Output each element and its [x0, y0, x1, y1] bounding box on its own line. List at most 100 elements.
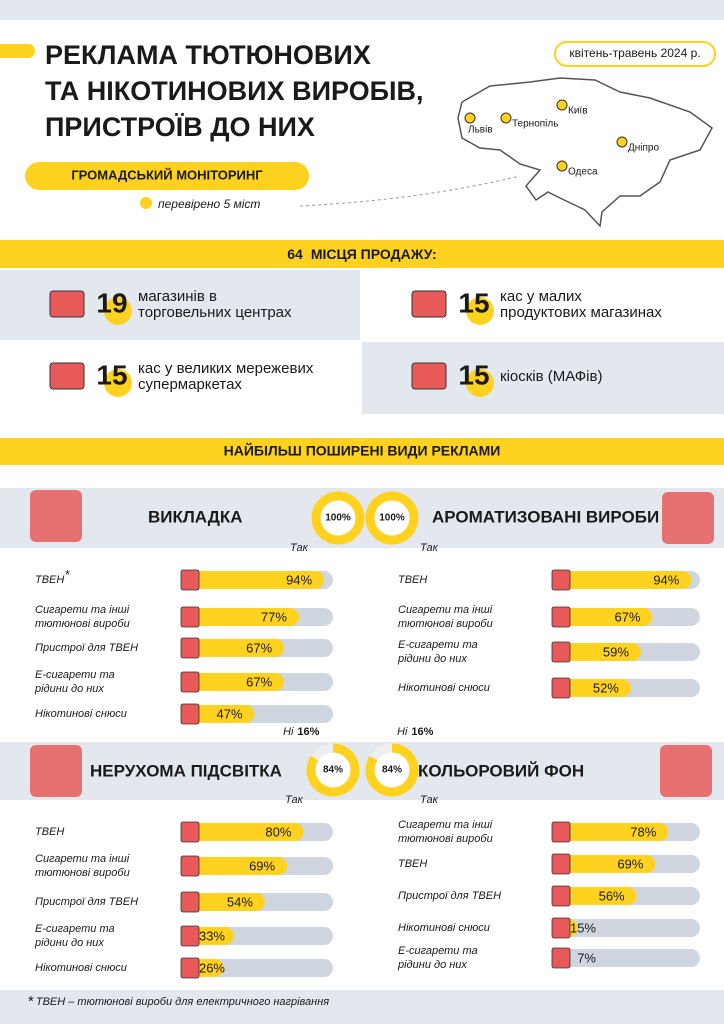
bar-track: [556, 919, 700, 937]
item-label: тютюнові вироби: [35, 618, 130, 630]
count-bg: [466, 297, 494, 325]
bar: [556, 823, 669, 841]
sales-title: 64 МІСЦЯ ПРОДАЖУ:: [287, 246, 436, 262]
item-label: Пристрої для ТВЕН: [35, 642, 138, 654]
item-icon: [180, 671, 200, 693]
item-label: Сигарети та інші: [398, 819, 493, 831]
bar-value: 80%: [265, 824, 291, 839]
bar-value: 67%: [246, 640, 272, 655]
item-label: Нікотинові снюси: [35, 708, 127, 720]
item-label: рідини до них: [397, 653, 467, 665]
item-icon: [551, 569, 571, 591]
city-pin: [556, 99, 568, 111]
shop-icon: [49, 290, 85, 318]
date: квітень-травень 2024 р.: [569, 46, 700, 60]
bar-value: 52%: [593, 680, 619, 695]
bar-value: 59%: [603, 644, 629, 659]
sales-band: [0, 240, 724, 268]
bar: [556, 855, 656, 873]
panel-title: АРОМАТИЗОВАНІ ВИРОБИ: [432, 507, 659, 526]
item-label: ТВЕН: [398, 574, 427, 586]
item-label: ТВЕН: [398, 858, 427, 870]
bar-value: 54%: [227, 894, 253, 909]
item-label: Е-сигарети та: [398, 945, 478, 957]
yes-label: Так: [420, 794, 439, 806]
sales-label: МІСЦЯ ПРОДАЖУ:: [311, 246, 437, 262]
no-label: Ні 16%: [397, 726, 434, 738]
item-icon: [180, 703, 200, 725]
bar: [185, 673, 285, 691]
no-label: Ні 16%: [283, 726, 320, 738]
map-outline: [457, 77, 713, 228]
badge-pill: [25, 162, 309, 190]
note-mark: *: [28, 993, 34, 1010]
checked: перевірено 5 міст: [158, 197, 260, 211]
shop-icon: [411, 362, 447, 390]
footnote-text: ТВЕН – тютюнові вироби для електричного …: [36, 996, 329, 1008]
item-label: ТВЕН*: [35, 567, 70, 585]
count-bg: [466, 369, 494, 397]
item-icon: [551, 853, 571, 875]
item-label: рідини до них: [34, 683, 104, 695]
sales-total: 64: [287, 246, 303, 262]
item-label: Пристрої для ТВЕН: [398, 890, 501, 902]
shop-icon: [49, 362, 85, 390]
bar: [556, 643, 641, 661]
donut-label: 84%: [323, 765, 343, 776]
item-label: тютюнові вироби: [35, 867, 130, 879]
item-icon: [180, 569, 200, 591]
panel-icon: [30, 745, 82, 797]
bar: [556, 887, 637, 905]
count-text: кіосків (МАФів): [500, 368, 602, 385]
badge: ГРОМАДСЬКИЙ МОНІТОРИНГ: [71, 167, 263, 182]
note-mark: *: [64, 567, 70, 582]
bar-value: 94%: [653, 572, 679, 587]
panel-title: КОЛЬОРОВИЙ ФОН: [418, 761, 584, 780]
bar-value: 15%: [570, 920, 596, 935]
item-label: рідини до них: [397, 959, 467, 971]
accent: [0, 44, 35, 58]
shop-icon: [411, 290, 447, 318]
donut-no: [365, 743, 419, 797]
ads-title: НАЙБІЛЬШ ПОШИРЕНІ ВИДИ РЕКЛАМИ: [224, 442, 501, 459]
donut-no: [306, 743, 360, 797]
item-label: Сигарети та інші: [398, 604, 493, 616]
donut-label: 100%: [325, 513, 351, 524]
donut-yes: [365, 491, 419, 545]
no-text: Ні: [397, 726, 408, 738]
bar: [185, 893, 265, 911]
foot-band: [0, 990, 724, 1024]
ads-band: [0, 438, 724, 465]
bar: [556, 608, 653, 626]
item-icon: [551, 947, 571, 969]
bar-value: 47%: [217, 706, 243, 721]
bar: [556, 571, 692, 589]
yes-label: Так: [290, 542, 309, 554]
bar: [185, 639, 285, 657]
item-icon: [180, 855, 200, 877]
item-label: Е-сигарети та: [35, 923, 115, 935]
panel-icon: [662, 492, 714, 544]
panel-icon: [660, 745, 712, 797]
item-label: Нікотинові снюси: [398, 922, 490, 934]
item-label: Сигарети та інші: [35, 853, 130, 865]
panel-title: ВИКЛАДКА: [148, 507, 242, 526]
no-text: Ні: [283, 726, 294, 738]
bar: [185, 823, 304, 841]
panel-band: [0, 742, 724, 800]
item-label: Е-сигарети та: [35, 669, 115, 681]
item-icon: [551, 821, 571, 843]
bar-value: 56%: [599, 888, 625, 903]
bar-value: 26%: [199, 960, 225, 975]
count: 19: [96, 287, 127, 318]
donut-label: 100%: [379, 513, 405, 524]
item-label: Нікотинові снюси: [398, 682, 490, 694]
bar: [185, 608, 299, 626]
footnote: * ТВЕН – тютюнові вироби для електричного…: [28, 993, 329, 1010]
bar-value: 69%: [617, 856, 643, 871]
count: 15: [458, 359, 489, 390]
item-label: тютюнові вироби: [398, 618, 493, 630]
count: 15: [96, 359, 127, 390]
item-icon: [551, 917, 571, 939]
item-icon: [551, 677, 571, 699]
